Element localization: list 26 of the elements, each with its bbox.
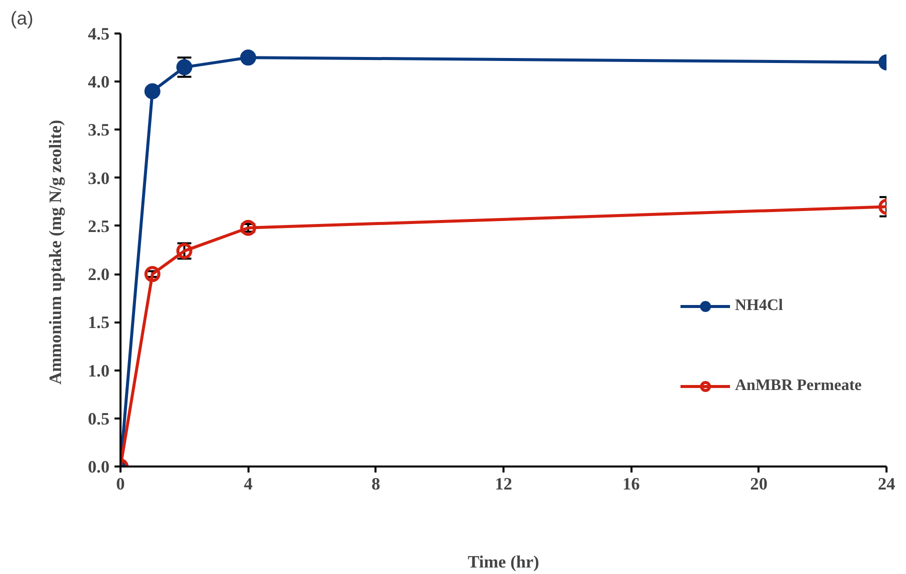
x-tick-label: 24	[878, 474, 896, 494]
legend-label: AnMBR Permeate	[735, 377, 862, 395]
point	[240, 220, 256, 236]
point	[240, 50, 256, 66]
y-tick-label: 3.5	[88, 120, 110, 140]
x-tick-label: 12	[494, 474, 512, 494]
y-tick-label: 0.5	[88, 409, 110, 428]
x-tick-label: 20	[750, 474, 768, 494]
x-tick-label: 4	[244, 474, 253, 494]
y-tick-label: 1.5	[88, 313, 110, 332]
legend-label: NH4Cl	[735, 297, 783, 315]
x-tick-label: 16	[622, 474, 640, 494]
x-tick-label: 8	[372, 474, 380, 494]
y-tick-label: 4.0	[88, 72, 110, 92]
y-tick-label: 4.5	[88, 24, 110, 44]
y-tick-label: 3.0	[88, 168, 110, 188]
point	[144, 83, 160, 100]
point	[144, 266, 160, 282]
y-tick-label: 1.0	[88, 361, 110, 380]
y-tick-label: 2.0	[88, 265, 110, 284]
y-tick-label: 0.0	[88, 458, 110, 476]
x-axis-title: Time (hr)	[468, 552, 540, 572]
y-axis-title: Ammonium uptake (mg N/g zeolite)	[46, 120, 65, 385]
x-tick-label: 0	[116, 474, 125, 494]
y-tick-label: 2.5	[88, 216, 110, 236]
text: (a)	[10, 8, 34, 28]
